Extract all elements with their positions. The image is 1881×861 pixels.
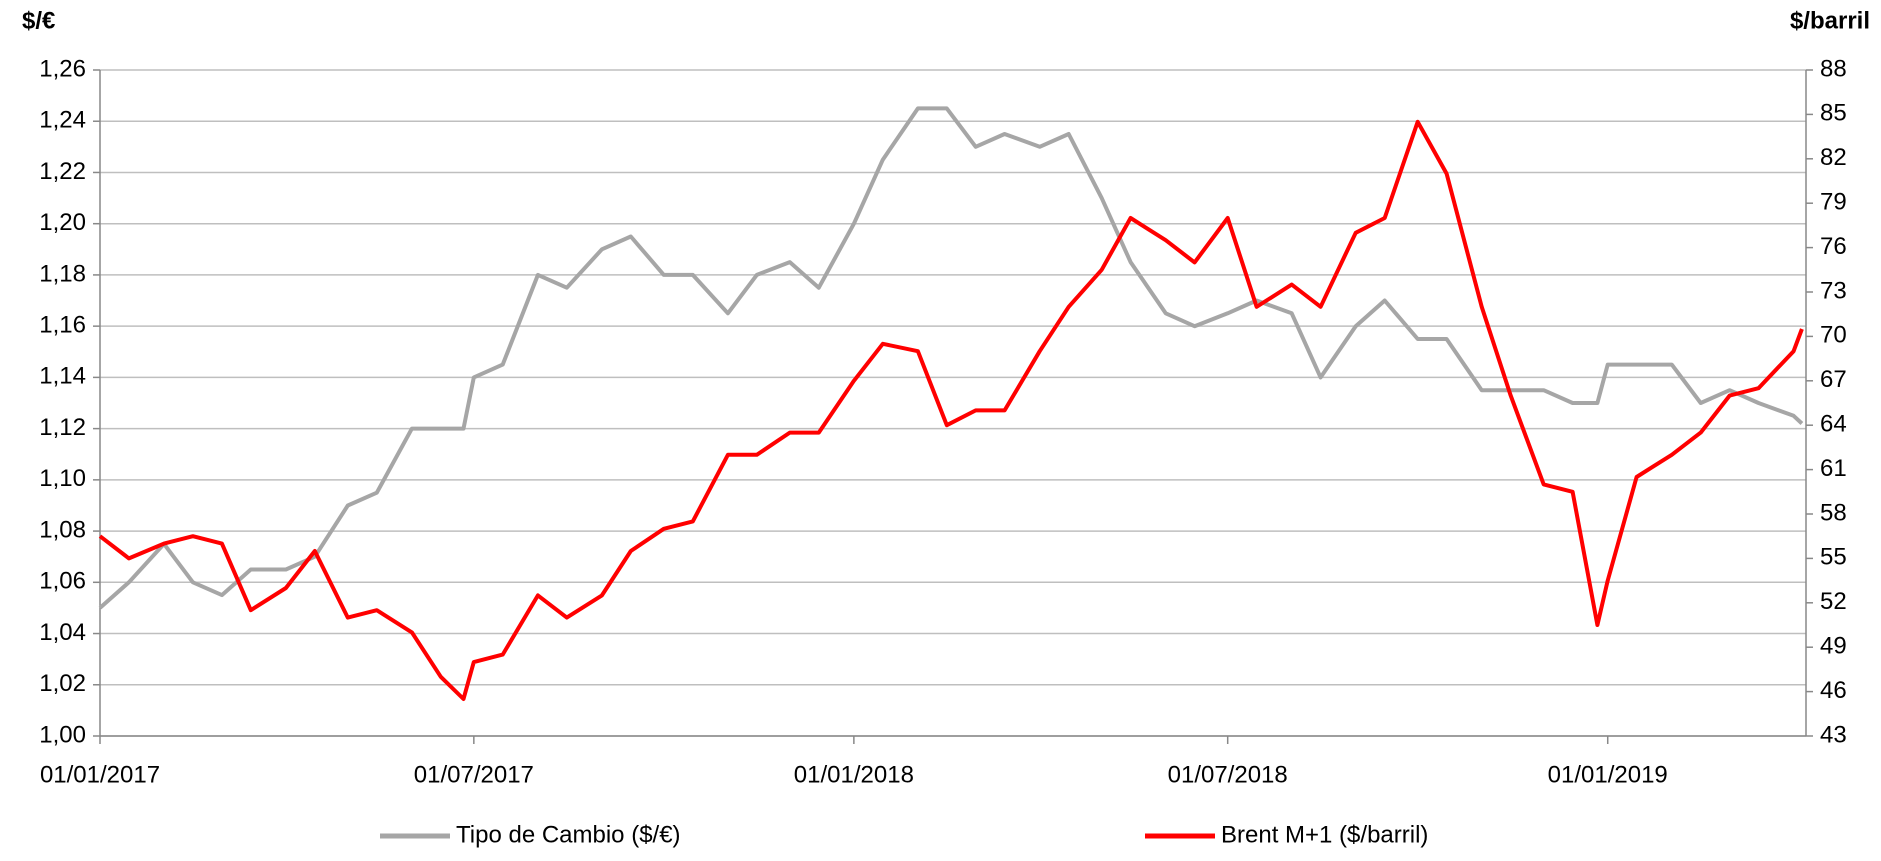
x-tick-label: 01/01/2018 [794,761,914,788]
y-tick-label: 1,22 [39,158,86,185]
y2-tick-label: 64 [1820,411,1847,438]
y2-tick-label: 49 [1820,633,1847,660]
x-tick-label: 01/07/2018 [1168,761,1288,788]
y-tick-label: 1,12 [39,414,86,441]
y-tick-label: 1,10 [39,465,86,492]
y-tick-label: 1,20 [39,209,86,236]
y2-tick-label: 58 [1820,499,1847,526]
y2-axis-title: $/barril [1790,7,1870,34]
y-tick-label: 1,24 [39,107,86,134]
y2-tick-label: 85 [1820,100,1847,127]
y2-tick-label: 46 [1820,677,1847,704]
legend-label: Tipo de Cambio ($/€) [456,821,681,848]
y2-tick-label: 67 [1820,366,1847,393]
y-tick-label: 1,16 [39,311,86,338]
y2-tick-label: 79 [1820,189,1847,216]
x-tick-label: 01/01/2017 [40,761,160,788]
y-tick-label: 1,08 [39,516,86,543]
y-axis-title: $/€ [22,7,55,34]
y-tick-label: 1,14 [39,363,86,390]
y2-tick-label: 70 [1820,322,1847,349]
y2-tick-label: 55 [1820,544,1847,571]
y2-tick-label: 61 [1820,455,1847,482]
y-tick-label: 1,26 [39,55,86,82]
y2-tick-label: 76 [1820,233,1847,260]
series-line [98,119,1804,701]
y2-tick-label: 88 [1820,55,1847,82]
y-tick-label: 1,00 [39,721,86,748]
y-tick-label: 1,02 [39,670,86,697]
y2-tick-label: 52 [1820,588,1847,615]
y-tick-label: 1,06 [39,568,86,595]
x-tick-label: 01/01/2019 [1548,761,1668,788]
y2-tick-label: 73 [1820,277,1847,304]
y2-tick-label: 82 [1820,144,1847,171]
legend-label: Brent M+1 ($/barril) [1221,821,1428,848]
y-tick-label: 1,04 [39,619,86,646]
x-tick-label: 01/07/2017 [414,761,534,788]
series-line [98,106,1804,610]
y-tick-label: 1,18 [39,260,86,287]
y2-tick-label: 43 [1820,721,1847,748]
